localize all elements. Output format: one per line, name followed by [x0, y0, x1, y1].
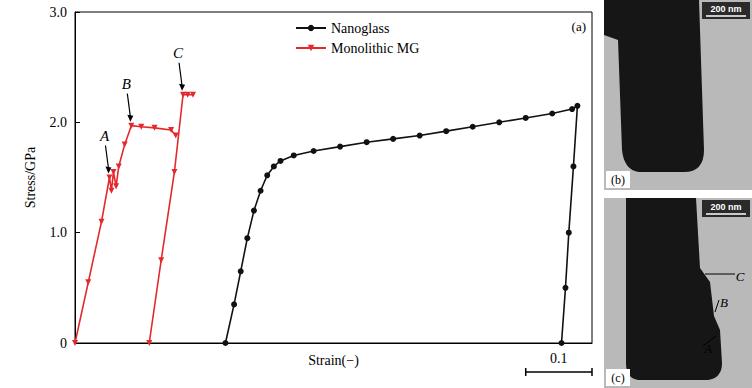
svg-text:1.0: 1.0 — [50, 225, 68, 240]
svg-text:3.0: 3.0 — [50, 5, 68, 20]
svg-text:C: C — [736, 269, 745, 284]
svg-text:(b): (b) — [611, 173, 625, 187]
svg-text:C: C — [173, 45, 184, 61]
svg-text:B: B — [720, 295, 728, 310]
svg-text:(a): (a) — [572, 19, 586, 34]
svg-text:Nanoglass: Nanoglass — [331, 21, 389, 36]
svg-text:200 nm: 200 nm — [710, 202, 741, 212]
svg-text:(c): (c) — [611, 371, 624, 385]
svg-text:Monolithic MG: Monolithic MG — [331, 41, 419, 56]
svg-text:0.1: 0.1 — [550, 351, 568, 366]
svg-text:Stress/GPa: Stress/GPa — [23, 146, 38, 208]
svg-text:A: A — [99, 128, 110, 144]
svg-text:200 nm: 200 nm — [710, 4, 741, 14]
svg-text:B: B — [122, 76, 131, 92]
svg-text:0: 0 — [60, 336, 67, 351]
svg-text:2.0: 2.0 — [50, 115, 68, 130]
svg-text:A: A — [703, 341, 712, 356]
svg-text:Strain(−): Strain(−) — [308, 353, 359, 369]
